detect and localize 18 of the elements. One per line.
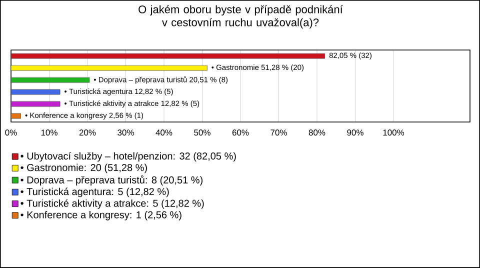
x-tick-label: 20% <box>79 130 96 136</box>
chart-title: O jakém oboru byste v případě podnikání v cestovním ruchu uvažoval(a)? <box>138 5 343 28</box>
x-tick-label: 10% <box>41 130 58 136</box>
legend-label: • Doprava – přeprava turistů: 8 (20,51 %) <box>20 175 203 186</box>
legend-label: • Gastronomie: 20 (51,28 %) <box>20 164 147 174</box>
x-tick-label: 80% <box>308 130 326 136</box>
x-tick-label: 30% <box>118 130 134 136</box>
legend-label: • Turistická agentura: 5 (12,82 %) <box>20 188 169 198</box>
x-tick-label: 0% <box>5 130 17 136</box>
legend-label: • Konference a kongresy: 1 (2,56 %) <box>20 211 182 220</box>
x-tick-label: 90% <box>347 130 364 136</box>
legend-label: • Ubytovací služby – hotel/penzion: 32 (82,05 %) <box>20 152 236 162</box>
x-tick-label: 60% <box>232 130 249 136</box>
x-tick-label: 100% <box>383 130 404 136</box>
x-tick-label: 70% <box>270 130 287 136</box>
x-tick-label: 40% <box>156 130 172 136</box>
x-tick-label: 50% <box>194 130 210 136</box>
legend-label: • Turistické aktivity a atrakce: 5 (12,82 %) <box>20 199 204 209</box>
